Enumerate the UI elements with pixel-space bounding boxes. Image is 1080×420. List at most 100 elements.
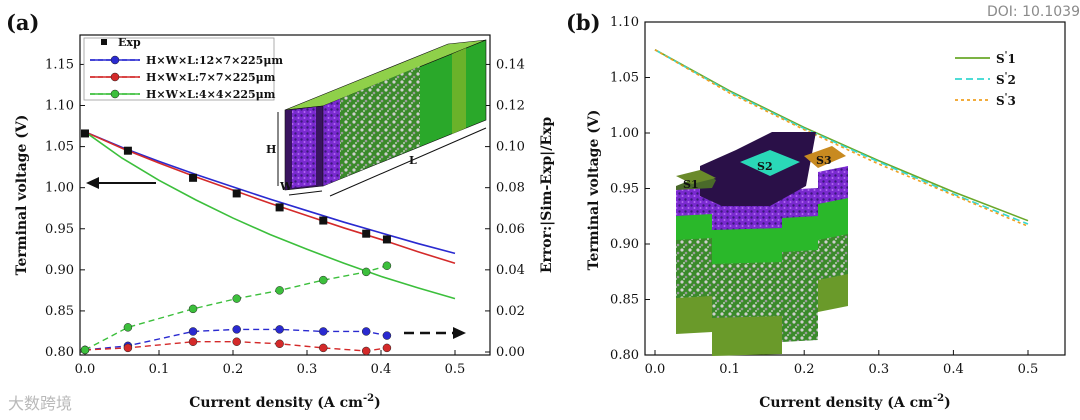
a-y2tick-label: 0.00 (496, 345, 525, 360)
a-xtick-label: 0.0 (75, 362, 96, 377)
b-xtick-label: 0.2 (794, 362, 815, 377)
a-error-point-1 (361, 327, 371, 336)
a-legend-label-3: H×W×L:4×4×225μm (146, 88, 276, 101)
b-xtick-label: 0.3 (868, 362, 889, 377)
a-error-line-1 (84, 328, 388, 351)
b-line-1 (654, 49, 1029, 222)
inset-label-s1: S1 (683, 178, 699, 191)
a-exp-point (275, 203, 284, 212)
b-xtick-label: 0.5 (1018, 362, 1039, 377)
a-legend-exp: Exp (118, 36, 141, 49)
a-error-point-2 (232, 337, 241, 346)
a-legend: Exp H×W×L:12×7×225μm H×W×L:7×7×225μm H×W×L… (83, 36, 283, 101)
dim-label-l: L (409, 154, 417, 167)
a-error-point-3 (275, 286, 284, 295)
dim-label-h: H (266, 143, 276, 156)
panel-a: (a) 0.80 0.85 0.90 0.95 1.00 1.05 1.10 1.15 0.0… (6, 10, 555, 411)
panel-b: (b) 0.800.850.900.951.001.051.10 0.0 0.1 0… (566, 10, 1066, 411)
b-x-axis-title: Current density (A cm-2) (759, 393, 950, 411)
a-error-point-1 (232, 325, 241, 334)
a-left-axis-ticks: 0.80 0.85 0.90 0.95 1.00 1.05 1.10 1.15 (45, 57, 85, 360)
a-error-point-3 (382, 261, 392, 270)
a-ytick-label: 1.05 (45, 140, 74, 155)
b-legend: S'1 S'2 S'3 (955, 51, 1016, 108)
a-legend-exp-marker (101, 39, 107, 45)
a-exp-point (382, 235, 391, 244)
a-y2tick-label: 0.06 (496, 222, 525, 237)
a-error-point-3 (361, 267, 371, 277)
plot-a-frame (79, 34, 491, 356)
a-error-point-3 (188, 304, 198, 314)
a-legend-marker-3 (110, 89, 120, 99)
a-right-axis-ticks: 0.00 0.02 0.04 0.06 0.08 0.10 0.12 0.14 (485, 57, 525, 360)
a-legend-marker-2 (110, 72, 120, 82)
inset-label-s2: S2 (757, 160, 773, 173)
a-error-point-2 (382, 343, 392, 353)
b-ytick-label: 0.80 (610, 348, 639, 363)
b-line-3 (654, 49, 1029, 227)
b-ytick-label: 1.05 (610, 71, 639, 86)
watermark-text: 大数跨境 (8, 394, 73, 413)
a-x-axis-title: Current density (A cm-2) (189, 393, 380, 411)
a-error-point-3 (232, 294, 241, 303)
a-exp-point (189, 173, 198, 182)
b-xtick-label: 0.1 (719, 362, 740, 377)
a-error-point-1 (188, 327, 198, 336)
a-y2tick-label: 0.14 (496, 57, 525, 72)
a-y2tick-label: 0.04 (496, 263, 525, 278)
a-ytick-label: 0.80 (45, 345, 74, 360)
a-error-point-1 (275, 325, 284, 334)
a-voltage-line-3 (84, 131, 456, 300)
a-xtick-label: 0.3 (297, 362, 318, 377)
a-legend-label-2: H×W×L:7×7×225μm (146, 71, 276, 84)
a-xtick-label: 0.5 (445, 362, 466, 377)
a-exp-point (81, 129, 89, 138)
a-y2tick-label: 0.08 (496, 181, 525, 196)
a-y2tick-label: 0.12 (496, 99, 525, 114)
a-ytick-label: 0.90 (45, 263, 74, 278)
b-legend-label-3: S'3 (996, 93, 1016, 108)
a-legend-marker-1 (110, 55, 120, 65)
b-ytick-label: 0.95 (610, 182, 639, 197)
b-y-axis-ticks: 0.80 0.85 0.90 0.95 1.00 1.05 1.10 (610, 15, 650, 363)
electrode-inset: S1 S2 S3 (676, 132, 848, 356)
a-error-point-3 (80, 345, 90, 355)
doi-label: DOI: 10.1039 (987, 4, 1080, 20)
a-error-point-2 (188, 337, 198, 346)
left-axis-arrow (86, 177, 156, 189)
a-exp-points (81, 129, 391, 244)
a-y2tick-label: 0.02 (496, 304, 525, 319)
dim-label-w: W (279, 180, 293, 193)
a-voltage-line-1 (84, 131, 456, 255)
a-exp-point (123, 146, 132, 155)
a-legend-box (83, 37, 275, 101)
b-y-axis-title: Terminal voltage (V) (586, 110, 602, 271)
a-error-point-3 (123, 323, 133, 332)
a-legend-label-1: H×W×L:12×7×225μm (146, 54, 283, 67)
a-xtick-label: 0.1 (149, 362, 170, 377)
a-error-point-2 (123, 343, 133, 353)
a-voltage-lines (84, 131, 456, 300)
b-ytick-label: 0.85 (610, 293, 639, 308)
a-xtick-label: 0.2 (223, 362, 244, 377)
b-ytick-label: 1.10 (610, 15, 639, 30)
b-legend-label-2: S'2 (996, 72, 1016, 87)
a-voltage-line-2 (84, 131, 456, 265)
panel-b-label: (b) (566, 10, 601, 35)
a-error-lines (80, 261, 392, 356)
a-error-point-2 (319, 343, 328, 353)
a-ytick-label: 1.10 (45, 99, 74, 114)
a-y2tick-label: 0.10 (496, 140, 525, 155)
a-error-point-2 (361, 346, 371, 356)
a-error-point-2 (275, 339, 284, 349)
b-ytick-label: 1.00 (610, 126, 639, 141)
right-axis-arrow (404, 327, 466, 339)
b-xtick-label: 0.0 (645, 362, 666, 377)
a-error-line-3 (84, 265, 388, 351)
inset-label-s3: S3 (816, 154, 832, 167)
a-xtick-label: 0.4 (371, 362, 392, 377)
b-legend-label-1: S'1 (996, 51, 1016, 66)
a-y-axis-title: Terminal voltage (V) (14, 115, 30, 276)
a-ytick-label: 0.85 (45, 304, 74, 319)
